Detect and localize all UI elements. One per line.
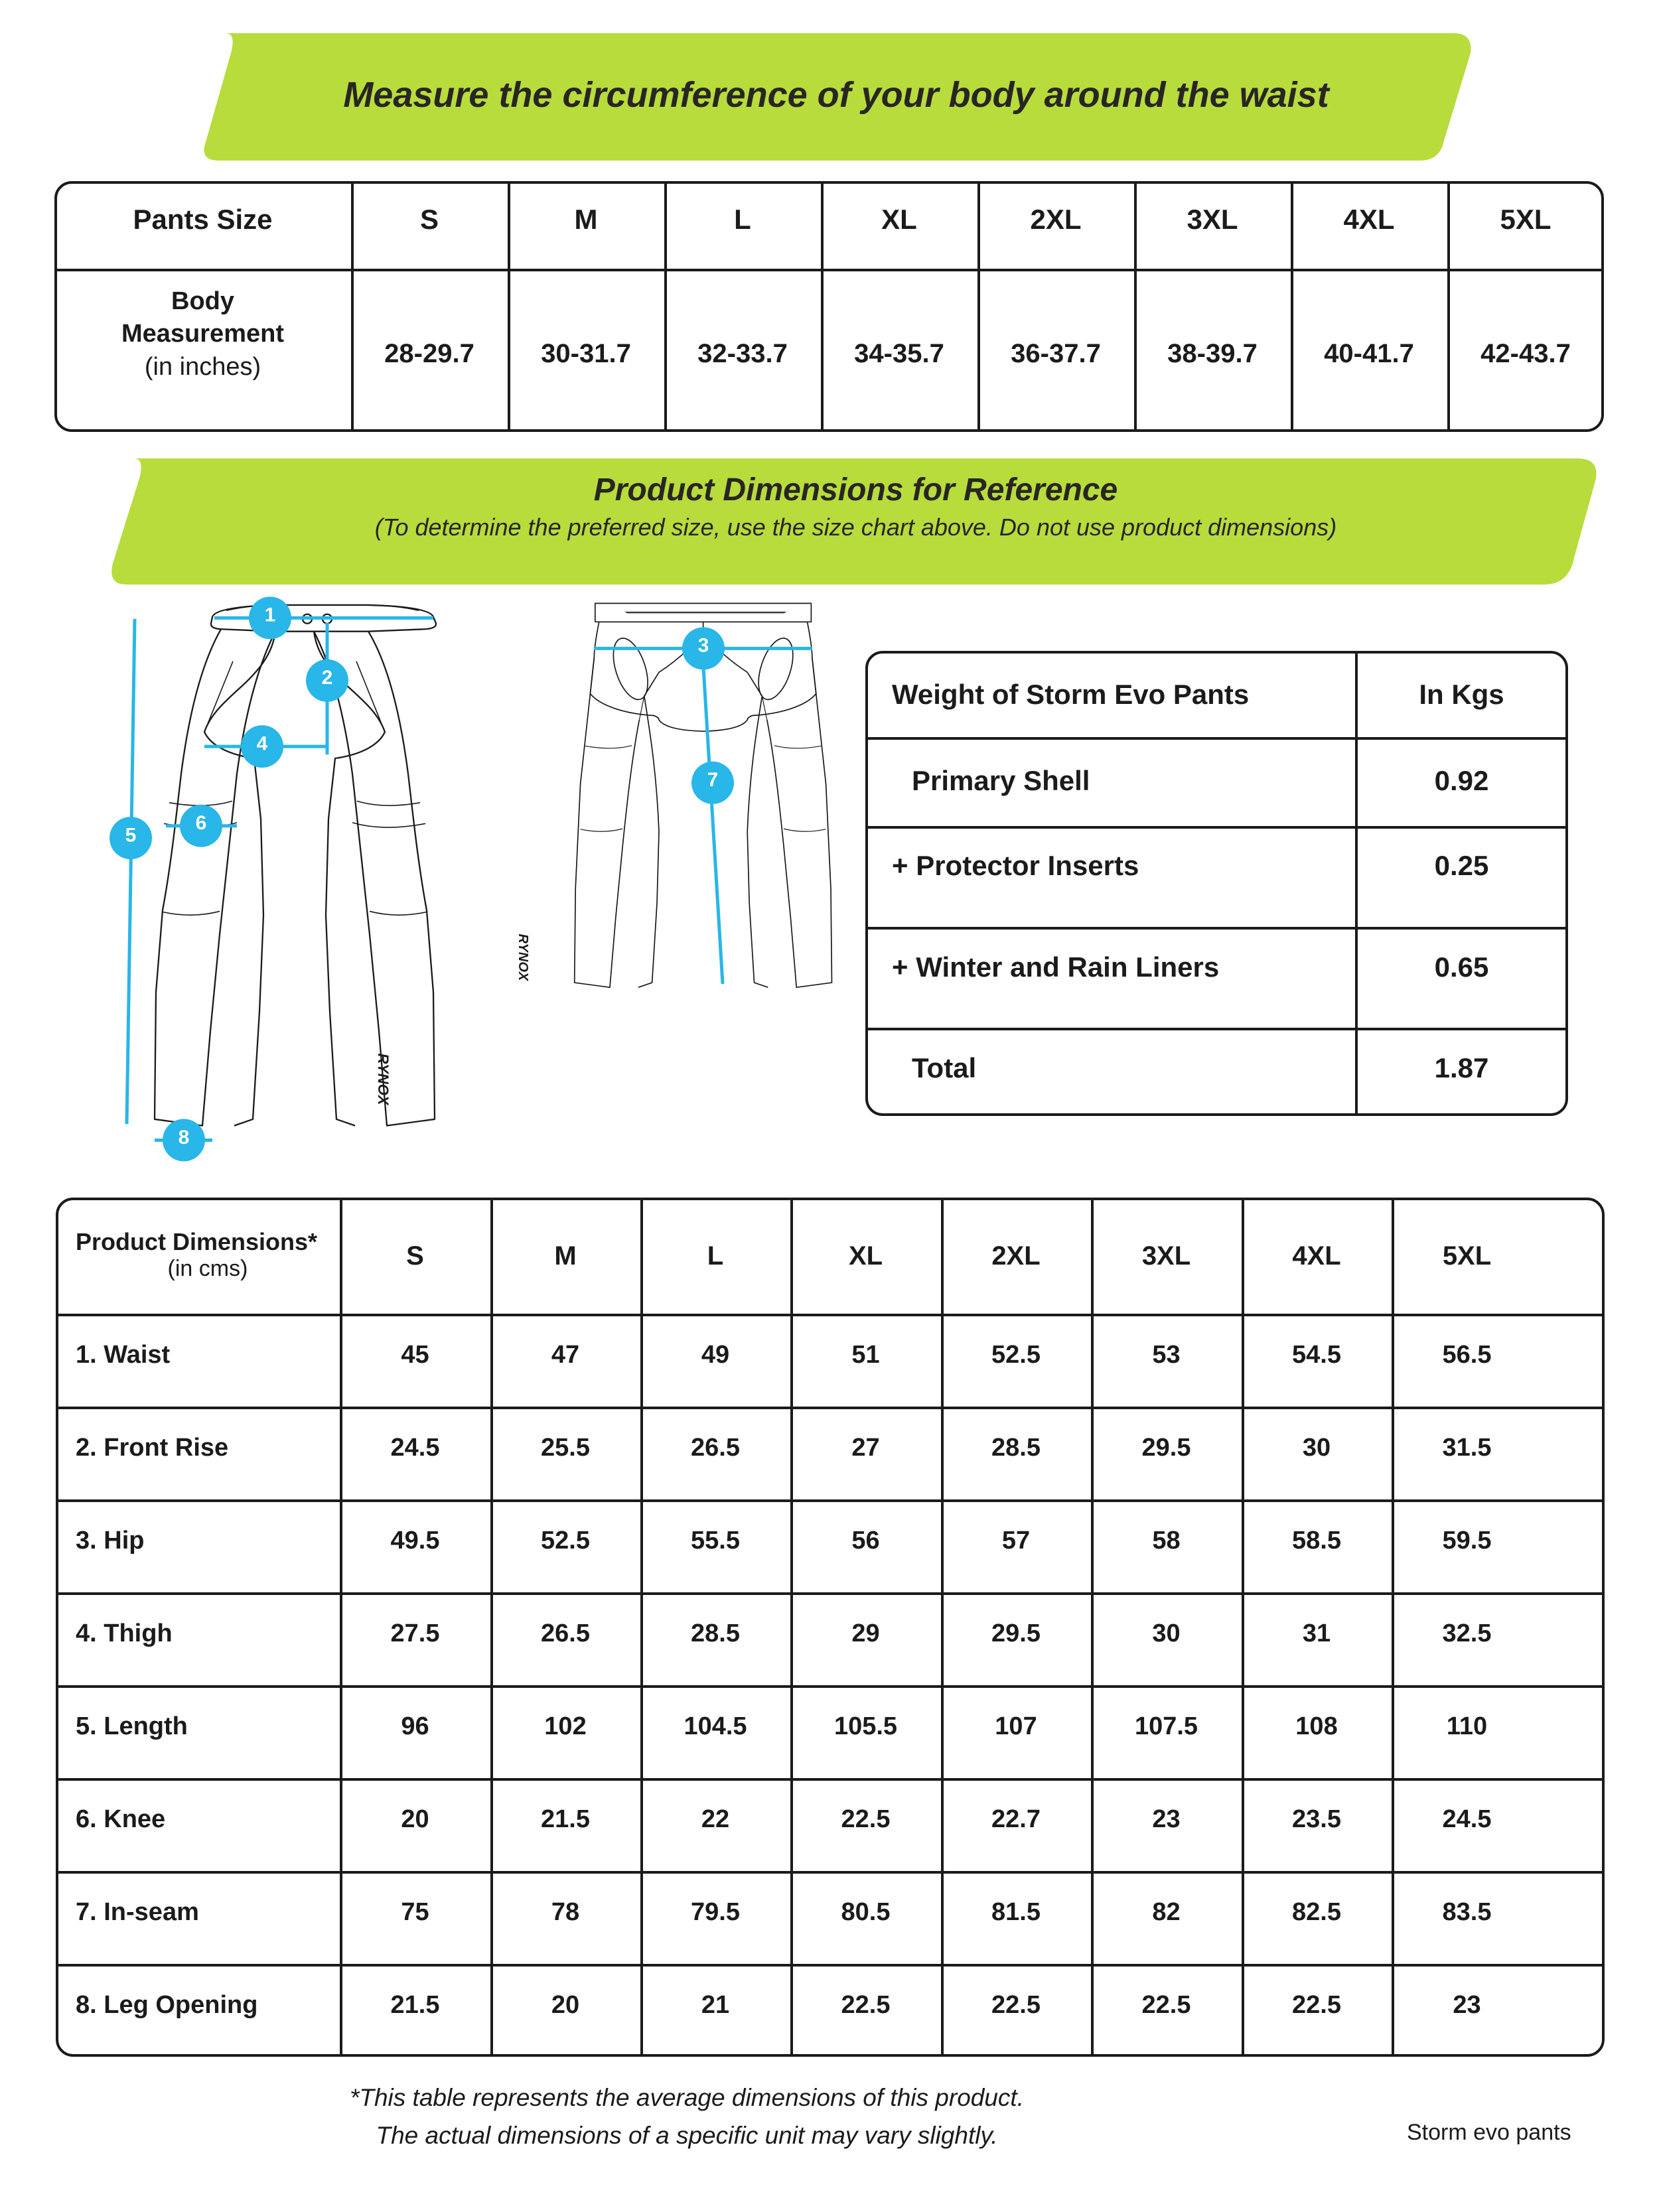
svg-text:6: 6 — [196, 812, 207, 834]
svg-text:1: 1 — [265, 604, 276, 626]
svg-text:RYNOX: RYNOX — [375, 1054, 392, 1106]
svg-text:8: 8 — [179, 1127, 190, 1148]
svg-text:RYNOX: RYNOX — [516, 933, 530, 981]
svg-text:2: 2 — [322, 667, 333, 689]
svg-text:4: 4 — [257, 732, 268, 754]
svg-text:5: 5 — [125, 824, 137, 846]
svg-text:7: 7 — [707, 769, 719, 791]
svg-text:3: 3 — [698, 635, 709, 657]
